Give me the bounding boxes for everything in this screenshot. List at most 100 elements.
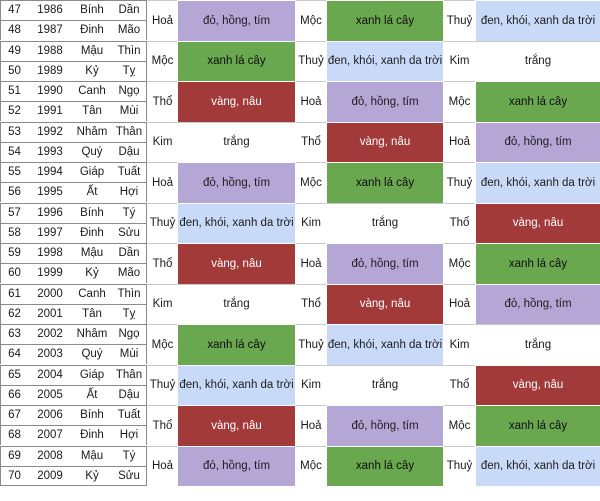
color-3: xanh lá cây bbox=[475, 243, 600, 284]
row-year: 2003 bbox=[28, 344, 72, 364]
row-heavenly-stem: Canh bbox=[72, 81, 112, 101]
row-number: 56 bbox=[0, 182, 28, 203]
row-number: 68 bbox=[0, 425, 28, 446]
row-earthly-branch: Tỵ bbox=[112, 303, 147, 324]
element-2: Hoả bbox=[295, 243, 326, 284]
element-2: Mộc bbox=[295, 0, 326, 41]
row-heavenly-stem: Kỷ bbox=[72, 263, 112, 283]
color-2: đỏ, hồng, tím bbox=[326, 81, 443, 122]
row-number: 55 bbox=[0, 162, 28, 182]
color-1: đen, khói, xanh da trời bbox=[177, 202, 295, 243]
element-3: Kim bbox=[443, 324, 475, 365]
element-3: Hoả bbox=[443, 283, 475, 324]
element-3: Mộc bbox=[443, 243, 475, 284]
row-year: 1989 bbox=[28, 60, 72, 81]
row-number: 63 bbox=[0, 324, 28, 344]
row-earthly-branch: Tuất bbox=[112, 162, 147, 182]
row-heavenly-stem: Giáp bbox=[72, 162, 112, 182]
element-2: Thổ bbox=[295, 283, 326, 324]
color-3: trắng bbox=[475, 40, 600, 81]
row-heavenly-stem: Kỷ bbox=[72, 60, 112, 81]
row-earthly-branch: Mùi bbox=[112, 101, 147, 122]
color-1: trắng bbox=[177, 121, 295, 162]
row-number: 61 bbox=[0, 283, 28, 304]
row-year: 1995 bbox=[28, 182, 72, 202]
row-heavenly-stem: Đinh bbox=[72, 425, 112, 445]
element-1: Thổ bbox=[147, 405, 177, 446]
row-number: 65 bbox=[0, 364, 28, 385]
element-2: Thuỷ bbox=[295, 40, 326, 81]
row-year: 2009 bbox=[28, 465, 72, 486]
row-year: 1988 bbox=[28, 40, 72, 61]
color-3: đen, khói, xanh da trời bbox=[475, 445, 600, 486]
row-heavenly-stem: Kỷ bbox=[72, 465, 112, 486]
color-1: đỏ, hồng, tím bbox=[177, 162, 295, 203]
element-1: Hoả bbox=[147, 445, 177, 486]
row-heavenly-stem: Quý bbox=[72, 344, 112, 364]
color-3: trắng bbox=[475, 324, 600, 365]
element-3: Thổ bbox=[443, 202, 475, 243]
element-1: Thổ bbox=[147, 81, 177, 122]
element-2: Mộc bbox=[295, 445, 326, 486]
element-1: Thuỷ bbox=[147, 202, 177, 243]
element-1: Hoả bbox=[147, 162, 177, 203]
row-number: 53 bbox=[0, 121, 28, 142]
row-year: 1998 bbox=[28, 243, 72, 263]
row-earthly-branch: Dần bbox=[112, 243, 147, 263]
row-earthly-branch: Thìn bbox=[112, 283, 147, 304]
element-1: Mộc bbox=[147, 40, 177, 81]
row-number: 50 bbox=[0, 60, 28, 81]
row-earthly-branch: Hợi bbox=[112, 425, 147, 446]
color-1: xanh lá cây bbox=[177, 324, 295, 365]
color-1: vàng, nâu bbox=[177, 81, 295, 122]
row-earthly-branch: Thìn bbox=[112, 40, 147, 61]
element-3: Mộc bbox=[443, 405, 475, 446]
element-2: Thuỷ bbox=[295, 324, 326, 365]
row-earthly-branch: Dậu bbox=[112, 141, 147, 162]
row-year: 1991 bbox=[28, 101, 72, 121]
element-2: Thổ bbox=[295, 121, 326, 162]
row-heavenly-stem: Mậu bbox=[72, 243, 112, 263]
row-year: 1997 bbox=[28, 222, 72, 243]
color-3: đỏ, hồng, tím bbox=[475, 121, 600, 162]
row-year: 2008 bbox=[28, 445, 72, 466]
row-earthly-branch: Ngọ bbox=[112, 81, 147, 101]
row-heavenly-stem: Nhâm bbox=[72, 121, 112, 142]
row-heavenly-stem: Đinh bbox=[72, 222, 112, 243]
row-heavenly-stem: Nhâm bbox=[72, 324, 112, 344]
element-3: Thuỷ bbox=[443, 445, 475, 486]
color-2: đỏ, hồng, tím bbox=[326, 243, 443, 284]
element-1: Kim bbox=[147, 283, 177, 324]
row-earthly-branch: Tuất bbox=[112, 405, 147, 425]
color-2: vàng, nâu bbox=[326, 283, 443, 324]
color-1: vàng, nâu bbox=[177, 405, 295, 446]
color-2: đen, khói, xanh da trời bbox=[326, 40, 443, 81]
row-year: 2004 bbox=[28, 364, 72, 385]
row-number: 51 bbox=[0, 81, 28, 101]
color-1: đỏ, hồng, tím bbox=[177, 445, 295, 486]
row-earthly-branch: Mão bbox=[112, 20, 147, 41]
element-1: Thuỷ bbox=[147, 364, 177, 405]
row-year: 1990 bbox=[28, 81, 72, 101]
row-earthly-branch: Ngọ bbox=[112, 324, 147, 344]
row-earthly-branch: Mùi bbox=[112, 344, 147, 365]
row-year: 1994 bbox=[28, 162, 72, 182]
row-number: 57 bbox=[0, 202, 28, 223]
color-3: đen, khói, xanh da trời bbox=[475, 0, 600, 41]
element-1: Hoả bbox=[147, 0, 177, 41]
color-3: xanh lá cây bbox=[475, 405, 600, 446]
row-earthly-branch: Dần bbox=[112, 0, 147, 20]
color-2: đỏ, hồng, tím bbox=[326, 405, 443, 446]
row-year: 1993 bbox=[28, 141, 72, 162]
color-2: xanh lá cây bbox=[326, 0, 443, 41]
row-number: 69 bbox=[0, 445, 28, 466]
element-1: Mộc bbox=[147, 324, 177, 365]
element-3: Thuỷ bbox=[443, 0, 475, 41]
row-number: 66 bbox=[0, 384, 28, 405]
row-number: 59 bbox=[0, 243, 28, 263]
row-heavenly-stem: Mậu bbox=[72, 445, 112, 466]
row-heavenly-stem: Canh bbox=[72, 283, 112, 304]
color-2: vàng, nâu bbox=[326, 121, 443, 162]
row-year: 1986 bbox=[28, 0, 72, 20]
row-heavenly-stem: Ất bbox=[72, 384, 112, 405]
